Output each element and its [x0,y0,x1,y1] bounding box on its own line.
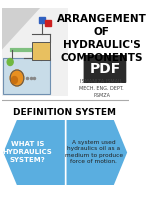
Text: HYDRAULIC'S: HYDRAULIC'S [63,40,140,50]
Text: COMPONENTS: COMPONENTS [60,53,143,63]
FancyBboxPatch shape [2,8,68,96]
Text: ARRANGEMENT: ARRANGEMENT [57,14,146,24]
Text: ISMANIZA ISMAIL
MECH. ENG. DEPT.
PSMZA: ISMANIZA ISMAIL MECH. ENG. DEPT. PSMZA [79,79,124,98]
Circle shape [11,76,17,84]
Text: WHAT IS
HYDRAULICS
SYSTEM?: WHAT IS HYDRAULICS SYSTEM? [2,141,52,163]
Text: DEFINITION SYSTEM: DEFINITION SYSTEM [13,108,116,117]
FancyBboxPatch shape [31,42,50,60]
FancyBboxPatch shape [84,55,126,83]
Text: OF: OF [94,27,110,37]
Polygon shape [66,120,127,185]
Circle shape [10,70,24,86]
Text: A system used
hydraulics oil as a
medium to produce
force of motion.: A system used hydraulics oil as a medium… [65,140,123,164]
FancyBboxPatch shape [2,0,129,100]
Polygon shape [2,8,40,50]
Polygon shape [3,120,65,185]
Circle shape [7,58,13,66]
FancyBboxPatch shape [3,58,50,94]
Text: PDF: PDF [89,62,121,76]
